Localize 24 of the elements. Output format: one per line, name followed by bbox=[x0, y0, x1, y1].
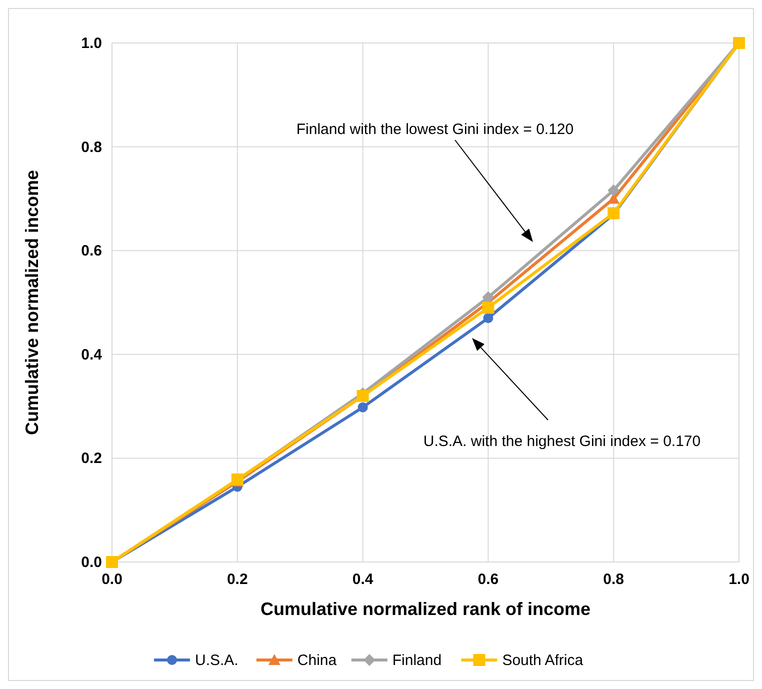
x-axis-title: Cumulative normalized rank of income bbox=[260, 599, 591, 619]
y-axis-title: Cumulative normalized income bbox=[22, 170, 42, 436]
annotation: U.S.A. with the highest Gini index = 0.170 bbox=[423, 433, 701, 450]
point bbox=[482, 302, 494, 314]
y-tick-label: 0.6 bbox=[81, 242, 102, 260]
legend-label: U.S.A. bbox=[195, 652, 238, 669]
y-tick-label: 0.8 bbox=[81, 138, 102, 156]
x-tick-label: 0.4 bbox=[352, 571, 374, 588]
y-tick-label: 0.2 bbox=[81, 450, 102, 468]
point bbox=[483, 313, 494, 324]
x-tick-label: 0.8 bbox=[603, 571, 624, 588]
y-tick-label: 1.0 bbox=[81, 35, 102, 52]
x-tick-label: 1.0 bbox=[728, 571, 750, 588]
point bbox=[482, 291, 494, 304]
annotation: Finland with the lowest Gini index = 0.120 bbox=[296, 121, 574, 138]
y-tick-label: 0.4 bbox=[81, 346, 103, 364]
legend-label: South Africa bbox=[502, 652, 584, 669]
x-tick-label: 0.6 bbox=[478, 571, 499, 588]
point bbox=[358, 402, 368, 412]
legend-label: Finland bbox=[392, 652, 442, 669]
x-tick-label: 0.0 bbox=[102, 571, 122, 588]
legend-label: China bbox=[297, 652, 338, 669]
x-tick-label: 0.2 bbox=[226, 571, 248, 588]
y-tick-label: 0.0 bbox=[81, 554, 102, 571]
